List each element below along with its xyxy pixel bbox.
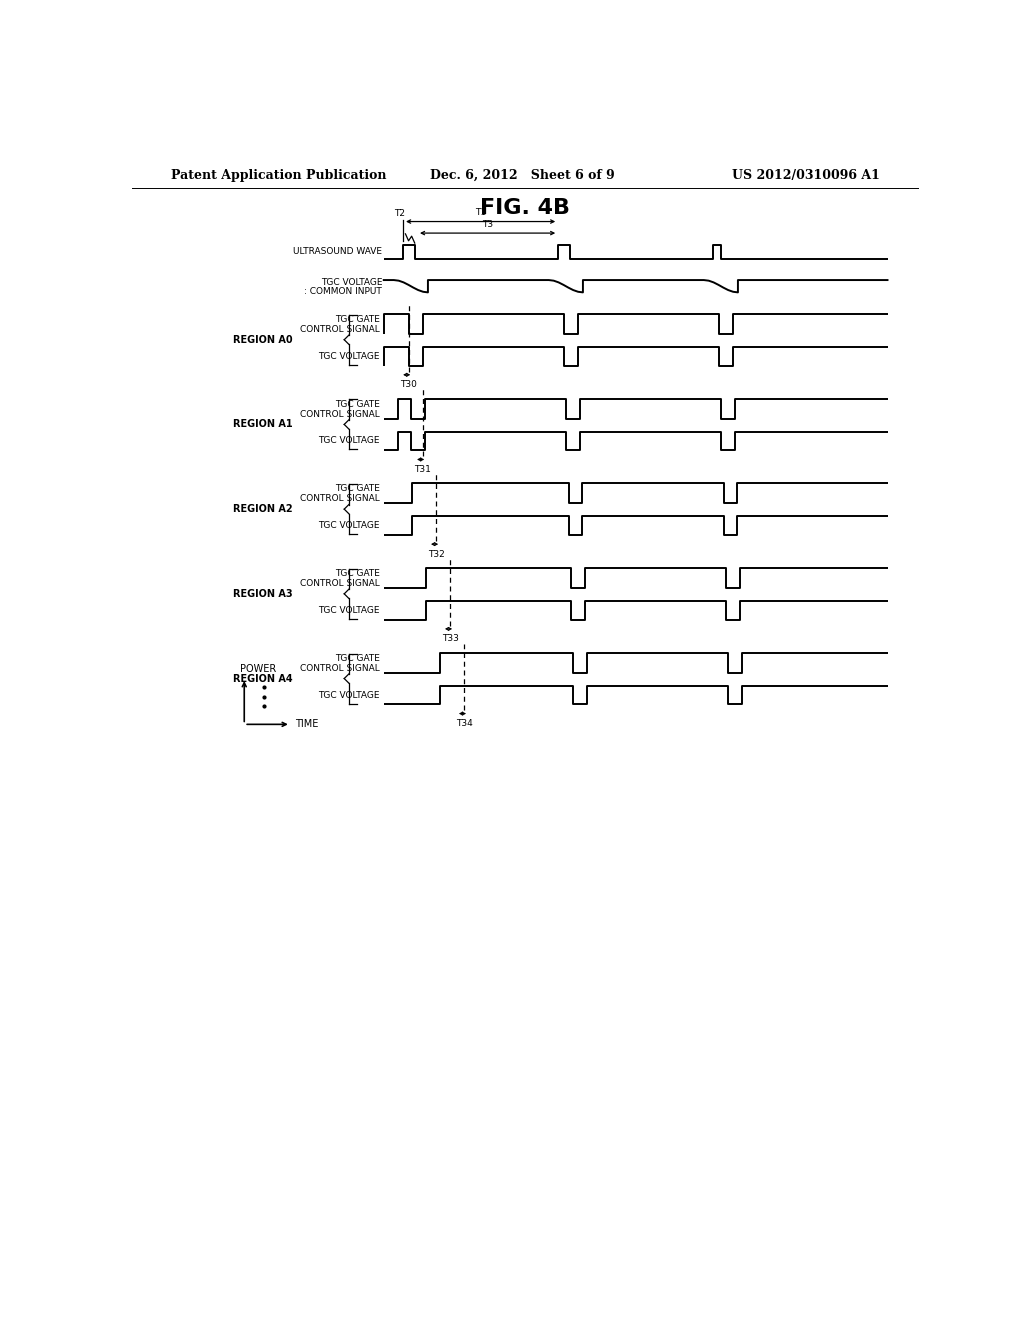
Text: TGC VOLTAGE: TGC VOLTAGE	[318, 521, 380, 531]
Text: REGION A2: REGION A2	[232, 504, 292, 513]
Text: T34: T34	[456, 719, 473, 727]
Text: REGION A4: REGION A4	[232, 673, 292, 684]
Text: TGC VOLTAGE: TGC VOLTAGE	[318, 690, 380, 700]
Text: T30: T30	[400, 380, 417, 389]
Text: T31: T31	[414, 465, 431, 474]
Text: CONTROL SIGNAL: CONTROL SIGNAL	[300, 579, 380, 587]
Text: T33: T33	[442, 635, 459, 643]
Text: ULTRASOUND WAVE: ULTRASOUND WAVE	[293, 247, 382, 256]
Text: T2: T2	[394, 210, 406, 219]
Text: CONTROL SIGNAL: CONTROL SIGNAL	[300, 494, 380, 503]
Text: TGC GATE: TGC GATE	[335, 653, 380, 663]
Text: REGION A0: REGION A0	[232, 335, 292, 345]
Text: TGC GATE: TGC GATE	[335, 315, 380, 323]
Text: CONTROL SIGNAL: CONTROL SIGNAL	[300, 409, 380, 418]
Text: Dec. 6, 2012   Sheet 6 of 9: Dec. 6, 2012 Sheet 6 of 9	[430, 169, 615, 182]
Text: T1: T1	[475, 209, 486, 216]
Text: TGC GATE: TGC GATE	[335, 569, 380, 578]
Text: CONTROL SIGNAL: CONTROL SIGNAL	[300, 664, 380, 673]
Text: : COMMON INPUT: : COMMON INPUT	[304, 288, 382, 296]
Text: CONTROL SIGNAL: CONTROL SIGNAL	[300, 325, 380, 334]
Text: TGC VOLTAGE: TGC VOLTAGE	[321, 279, 382, 286]
Text: REGION A1: REGION A1	[232, 420, 292, 429]
Text: FIG. 4B: FIG. 4B	[480, 198, 569, 218]
Text: TGC GATE: TGC GATE	[335, 484, 380, 494]
Text: TGC VOLTAGE: TGC VOLTAGE	[318, 437, 380, 445]
Text: US 2012/0310096 A1: US 2012/0310096 A1	[732, 169, 881, 182]
Text: POWER: POWER	[241, 664, 276, 673]
Text: TGC VOLTAGE: TGC VOLTAGE	[318, 606, 380, 615]
Text: TIME: TIME	[295, 719, 318, 730]
Text: TGC VOLTAGE: TGC VOLTAGE	[318, 352, 380, 360]
Text: T32: T32	[428, 549, 444, 558]
Text: Patent Application Publication: Patent Application Publication	[171, 169, 386, 182]
Text: TGC GATE: TGC GATE	[335, 400, 380, 408]
Text: T3: T3	[482, 220, 494, 230]
Text: REGION A3: REGION A3	[232, 589, 292, 599]
